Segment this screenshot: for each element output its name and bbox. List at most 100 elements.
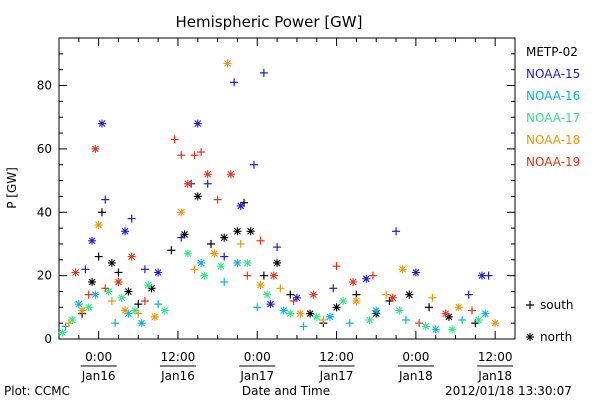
data-point-north	[362, 274, 371, 283]
data-point-north	[454, 303, 463, 312]
x-tick-time-label: 0:00	[244, 350, 271, 364]
data-point-north	[216, 262, 225, 271]
data-point-north	[448, 325, 457, 334]
data-point-north	[474, 315, 483, 324]
data-point-south	[94, 252, 103, 261]
data-point-north	[88, 236, 97, 245]
data-point-south	[190, 265, 199, 274]
data-point-north	[431, 325, 440, 334]
data-point-north	[441, 309, 450, 318]
data-point-south	[458, 315, 467, 324]
data-point-south	[319, 315, 328, 324]
data-point-south	[140, 265, 149, 274]
data-point-north	[88, 277, 97, 286]
data-point-south	[299, 322, 308, 331]
data-point-north	[223, 59, 232, 68]
data-point-north	[121, 227, 130, 236]
marker-legend-south: south	[540, 298, 574, 312]
data-point-north	[372, 306, 381, 315]
data-point-south	[382, 290, 391, 299]
data-point-north	[203, 170, 212, 179]
x-tick-date-label: Jan17	[319, 369, 354, 383]
x-tick-time-label: 12:00	[161, 350, 196, 364]
data-point-north	[405, 290, 414, 299]
x-tick-date-label: Jan16	[81, 369, 116, 383]
data-point-south	[167, 246, 176, 255]
data-point-north	[137, 319, 146, 328]
data-point-north	[220, 233, 229, 242]
data-point-south	[256, 236, 265, 245]
series-legend: METP-02 NOAA-15 NOAA-16 NOAA-17 NOAA-18 NOAA-…	[526, 45, 580, 169]
data-point-north	[177, 208, 186, 217]
data-point-north	[421, 322, 430, 331]
y-tick-label: 0	[44, 332, 52, 346]
data-point-north	[266, 300, 275, 309]
data-point-north	[200, 271, 209, 280]
data-point-south	[177, 151, 186, 160]
data-point-south	[134, 309, 143, 318]
data-point-north	[296, 309, 305, 318]
data-point-south	[428, 293, 437, 302]
data-point-north	[154, 268, 163, 277]
data-point-north	[233, 227, 242, 236]
data-point-north	[150, 312, 159, 321]
x-tick-time-label: 12:00	[478, 350, 513, 364]
data-point-north	[183, 249, 192, 258]
legend-entry-noaa-19: NOAA-19	[526, 155, 580, 169]
chart-title: Hemispheric Power [GW]	[176, 13, 363, 31]
data-point-north	[388, 293, 397, 302]
data-point-north	[309, 290, 318, 299]
plot-frame	[58, 37, 516, 340]
data-point-north	[286, 309, 295, 318]
data-point-south	[259, 68, 268, 77]
data-point-south	[154, 300, 163, 309]
data-point-north	[107, 258, 116, 267]
data-point-south	[220, 277, 229, 286]
data-point-north	[193, 192, 202, 201]
data-point-south	[332, 262, 341, 271]
x-tick-time-label: 0:00	[85, 350, 112, 364]
data-point-south	[236, 239, 245, 248]
data-point-south	[97, 208, 106, 217]
data-point-south	[464, 290, 473, 299]
data-point-north	[74, 300, 83, 309]
data-point-north	[124, 287, 133, 296]
data-point-south	[286, 290, 295, 299]
data-point-south	[177, 233, 186, 242]
legend-entry-metp-02: METP-02	[526, 45, 578, 59]
y-tick-label: 40	[37, 205, 52, 219]
legend-entry-noaa-15: NOAA-15	[526, 67, 580, 81]
y-tick-label: 60	[37, 142, 52, 156]
data-point-north	[332, 303, 341, 312]
data-point-north	[71, 268, 80, 277]
x-tick-date-label: Jan17	[239, 369, 274, 383]
legend-entry-noaa-18: NOAA-18	[526, 133, 580, 147]
data-point-south	[140, 296, 149, 305]
data-point-south	[273, 243, 282, 252]
data-point-south	[289, 296, 298, 305]
data-point-north	[279, 306, 288, 315]
x-axis-label: Date and Time	[242, 384, 330, 398]
x-tick-time-label: 12:00	[319, 350, 354, 364]
data-point-north	[526, 333, 534, 341]
data-point-south	[213, 195, 222, 204]
data-point-south	[101, 195, 110, 204]
data-point-north	[312, 312, 321, 321]
data-point-north	[395, 306, 404, 315]
y-tick-label: 20	[37, 269, 52, 283]
data-point-south	[84, 290, 93, 299]
data-point-north	[325, 312, 334, 321]
data-point-south	[111, 319, 120, 328]
x-axis-ticks: 0:00 Jan16 12:00 Jan16 0:00 Jan17 12:00 Jan17 0:…	[58, 38, 516, 383]
data-point-south	[127, 214, 136, 223]
data-point-north	[243, 258, 252, 267]
data-point-north	[256, 281, 265, 290]
y-axis-label: P [GW]	[5, 167, 19, 209]
data-point-south	[368, 271, 377, 280]
data-point-south	[276, 284, 285, 293]
data-point-south	[81, 265, 90, 274]
legend-entry-noaa-16: NOAA-16	[526, 89, 580, 103]
data-point-south	[415, 319, 424, 328]
data-point-south	[170, 135, 179, 144]
